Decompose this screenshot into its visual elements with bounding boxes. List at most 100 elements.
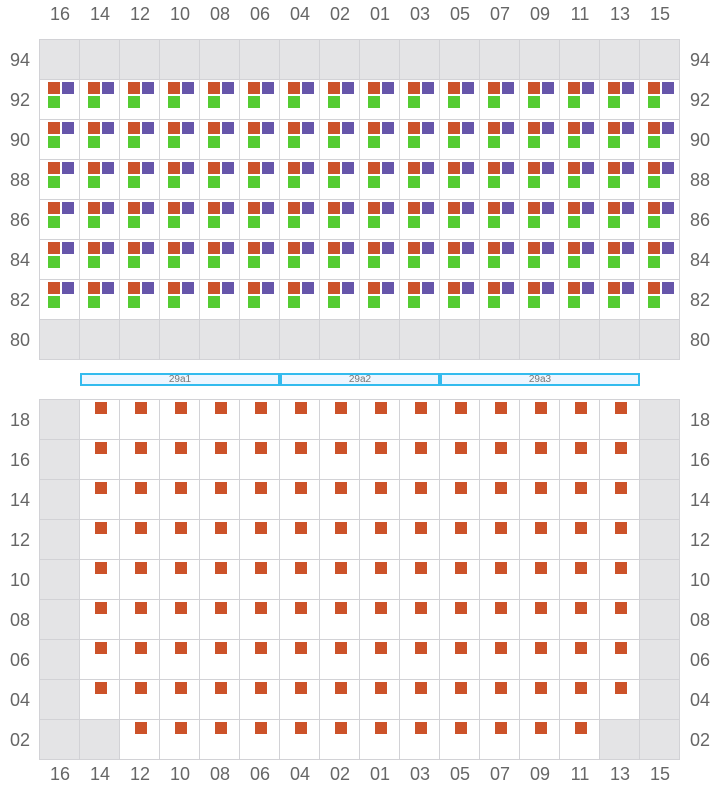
green-slot-marker[interactable] — [448, 96, 460, 108]
orange-slot-marker[interactable] — [528, 82, 540, 94]
green-slot-marker[interactable] — [648, 136, 660, 148]
orange-slot-marker[interactable] — [568, 122, 580, 134]
orange-slot-marker[interactable] — [455, 482, 467, 494]
orange-slot-marker[interactable] — [535, 442, 547, 454]
orange-slot-marker[interactable] — [128, 242, 140, 254]
purple-slot-marker[interactable] — [62, 202, 74, 214]
slot-cell[interactable] — [40, 680, 79, 719]
green-slot-marker[interactable] — [568, 136, 580, 148]
orange-slot-marker[interactable] — [608, 202, 620, 214]
orange-slot-marker[interactable] — [528, 242, 540, 254]
orange-slot-marker[interactable] — [88, 282, 100, 294]
purple-slot-marker[interactable] — [142, 202, 154, 214]
green-slot-marker[interactable] — [248, 96, 260, 108]
purple-slot-marker[interactable] — [62, 282, 74, 294]
orange-slot-marker[interactable] — [88, 242, 100, 254]
orange-slot-marker[interactable] — [135, 482, 147, 494]
purple-slot-marker[interactable] — [582, 242, 594, 254]
purple-slot-marker[interactable] — [262, 202, 274, 214]
purple-slot-marker[interactable] — [662, 282, 674, 294]
purple-slot-marker[interactable] — [182, 122, 194, 134]
orange-slot-marker[interactable] — [375, 722, 387, 734]
orange-slot-marker[interactable] — [95, 642, 107, 654]
purple-slot-marker[interactable] — [462, 82, 474, 94]
slot-cell[interactable] — [40, 560, 79, 599]
slot-cell[interactable] — [320, 40, 359, 79]
green-slot-marker[interactable] — [648, 216, 660, 228]
green-slot-marker[interactable] — [168, 136, 180, 148]
purple-slot-marker[interactable] — [462, 122, 474, 134]
orange-slot-marker[interactable] — [135, 602, 147, 614]
purple-slot-marker[interactable] — [622, 242, 634, 254]
orange-slot-marker[interactable] — [95, 562, 107, 574]
purple-slot-marker[interactable] — [142, 162, 154, 174]
orange-slot-marker[interactable] — [415, 442, 427, 454]
purple-slot-marker[interactable] — [502, 82, 514, 94]
purple-slot-marker[interactable] — [62, 82, 74, 94]
purple-slot-marker[interactable] — [462, 202, 474, 214]
orange-slot-marker[interactable] — [335, 642, 347, 654]
green-slot-marker[interactable] — [128, 96, 140, 108]
orange-slot-marker[interactable] — [135, 562, 147, 574]
purple-slot-marker[interactable] — [662, 242, 674, 254]
purple-slot-marker[interactable] — [262, 162, 274, 174]
orange-slot-marker[interactable] — [575, 522, 587, 534]
slot-cell[interactable] — [40, 400, 79, 439]
green-slot-marker[interactable] — [448, 216, 460, 228]
orange-slot-marker[interactable] — [88, 162, 100, 174]
orange-slot-marker[interactable] — [255, 562, 267, 574]
purple-slot-marker[interactable] — [382, 242, 394, 254]
orange-slot-marker[interactable] — [295, 562, 307, 574]
orange-slot-marker[interactable] — [135, 522, 147, 534]
orange-slot-marker[interactable] — [255, 442, 267, 454]
orange-slot-marker[interactable] — [168, 242, 180, 254]
orange-slot-marker[interactable] — [375, 602, 387, 614]
green-slot-marker[interactable] — [288, 256, 300, 268]
orange-slot-marker[interactable] — [128, 162, 140, 174]
slot-cell[interactable] — [640, 720, 679, 759]
purple-slot-marker[interactable] — [342, 202, 354, 214]
orange-slot-marker[interactable] — [48, 162, 60, 174]
green-slot-marker[interactable] — [328, 176, 340, 188]
purple-slot-marker[interactable] — [542, 242, 554, 254]
orange-slot-marker[interactable] — [208, 162, 220, 174]
purple-slot-marker[interactable] — [342, 162, 354, 174]
purple-slot-marker[interactable] — [342, 282, 354, 294]
orange-slot-marker[interactable] — [568, 82, 580, 94]
green-slot-marker[interactable] — [88, 256, 100, 268]
slot-cell[interactable] — [440, 320, 479, 359]
purple-slot-marker[interactable] — [542, 282, 554, 294]
purple-slot-marker[interactable] — [142, 242, 154, 254]
slot-cell[interactable] — [40, 320, 79, 359]
orange-slot-marker[interactable] — [128, 82, 140, 94]
orange-slot-marker[interactable] — [608, 242, 620, 254]
orange-slot-marker[interactable] — [135, 682, 147, 694]
orange-slot-marker[interactable] — [368, 242, 380, 254]
purple-slot-marker[interactable] — [622, 162, 634, 174]
orange-slot-marker[interactable] — [168, 202, 180, 214]
orange-slot-marker[interactable] — [535, 722, 547, 734]
orange-slot-marker[interactable] — [415, 562, 427, 574]
orange-slot-marker[interactable] — [295, 602, 307, 614]
orange-slot-marker[interactable] — [288, 162, 300, 174]
purple-slot-marker[interactable] — [302, 282, 314, 294]
slot-cell[interactable] — [40, 720, 79, 759]
green-slot-marker[interactable] — [248, 136, 260, 148]
purple-slot-marker[interactable] — [622, 202, 634, 214]
purple-slot-marker[interactable] — [662, 202, 674, 214]
purple-slot-marker[interactable] — [382, 202, 394, 214]
orange-slot-marker[interactable] — [215, 602, 227, 614]
green-slot-marker[interactable] — [48, 96, 60, 108]
green-slot-marker[interactable] — [288, 96, 300, 108]
green-slot-marker[interactable] — [528, 96, 540, 108]
green-slot-marker[interactable] — [488, 216, 500, 228]
orange-slot-marker[interactable] — [568, 162, 580, 174]
green-slot-marker[interactable] — [288, 136, 300, 148]
orange-slot-marker[interactable] — [175, 442, 187, 454]
purple-slot-marker[interactable] — [342, 242, 354, 254]
orange-slot-marker[interactable] — [248, 242, 260, 254]
green-slot-marker[interactable] — [368, 296, 380, 308]
orange-slot-marker[interactable] — [495, 722, 507, 734]
orange-slot-marker[interactable] — [448, 282, 460, 294]
orange-slot-marker[interactable] — [48, 82, 60, 94]
